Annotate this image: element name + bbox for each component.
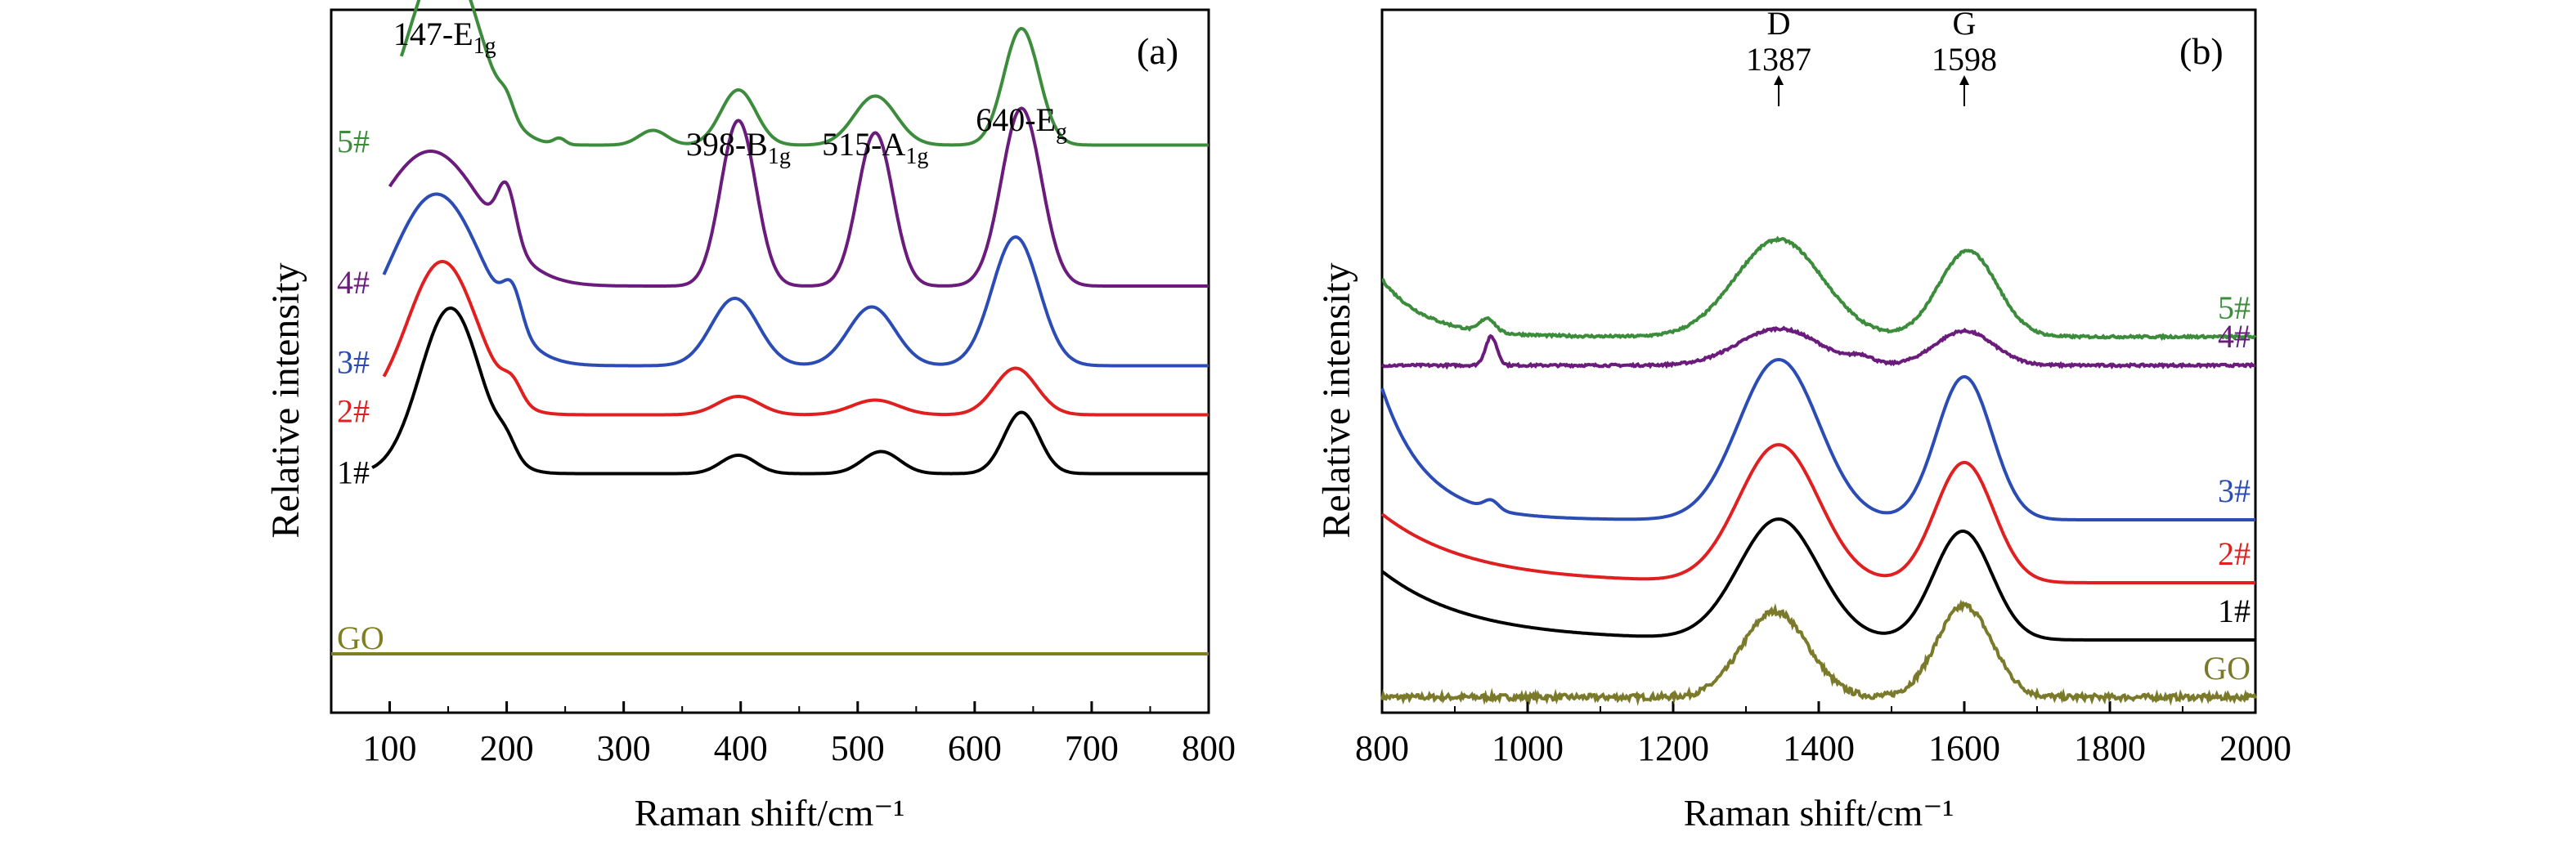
- panel-a-label: (a): [1137, 30, 1178, 72]
- series-line-4#: [388, 106, 1209, 288]
- series-line-5#: [399, 0, 1209, 147]
- series-line-3#: [382, 192, 1209, 368]
- series-line-2#: [1380, 443, 2255, 584]
- series-label: 1#: [2218, 593, 2251, 629]
- series-label: 5#: [2218, 289, 2251, 326]
- x-tick-label: 200: [480, 728, 534, 768]
- peak-annotation: 398-B1g: [686, 126, 791, 169]
- panel-b-y-axis-label: Relative intensity: [1315, 262, 1358, 538]
- series-line-1#: [1380, 517, 2255, 642]
- series-line-GO: [1380, 599, 2257, 707]
- peak-position: 1387: [1746, 41, 1811, 78]
- x-tick-label: 300: [597, 728, 651, 768]
- x-tick-label: 100: [363, 728, 417, 768]
- peak-annotation: 515-A1g: [822, 126, 928, 169]
- panel-b-label: (b): [2179, 30, 2224, 72]
- panel-b-x-axis-label: Raman shift/cm⁻¹: [1684, 792, 1954, 834]
- series-line-4#: [1381, 325, 2256, 370]
- series-line-3#: [1380, 357, 2255, 521]
- peak-letter: G: [1953, 5, 1977, 42]
- x-tick-label: 800: [1182, 728, 1236, 768]
- panel-a-x-axis-label: Raman shift/cm⁻¹: [635, 792, 905, 834]
- peak-annotation: 640-Eg: [976, 101, 1067, 145]
- peak-annotation: 147-E1g: [393, 16, 496, 59]
- series-line-5#: [1381, 235, 2257, 342]
- peak-arrow-head: [1959, 75, 1969, 85]
- panel-b-plot-frame: [1380, 8, 2257, 714]
- peak-position: 1598: [1932, 41, 1997, 78]
- x-tick-label: 500: [831, 728, 885, 768]
- x-tick-label: 700: [1065, 728, 1119, 768]
- series-label: 3#: [337, 344, 370, 381]
- x-tick-label: 1600: [1928, 728, 2000, 768]
- series-label: 1#: [337, 454, 370, 491]
- series-label: 5#: [337, 123, 370, 160]
- series-label: 2#: [337, 393, 370, 430]
- panel-b: (b) Relative intensity Raman shift/cm⁻¹ …: [1315, 5, 2291, 834]
- series-label: GO: [337, 620, 384, 656]
- x-tick-label: 400: [714, 728, 768, 768]
- x-tick-label: 800: [1355, 728, 1409, 768]
- series-line-2#: [382, 260, 1209, 417]
- x-tick-label: 1400: [1783, 728, 1855, 768]
- series-label: 4#: [337, 264, 370, 301]
- peak-arrow-head: [1774, 75, 1784, 85]
- panel-a-plot-frame: [330, 8, 1210, 714]
- series-line-1#: [371, 306, 1209, 476]
- x-tick-label: 2000: [2219, 728, 2291, 768]
- panel-a: (a) Relative intensity Raman shift/cm⁻¹ …: [264, 0, 1236, 834]
- series-label: 3#: [2218, 472, 2251, 509]
- peak-letter: D: [1767, 5, 1791, 42]
- series-label: GO: [2203, 650, 2251, 687]
- series-label: 4#: [2218, 318, 2251, 355]
- series-label: 2#: [2218, 535, 2251, 572]
- x-tick-label: 1800: [2074, 728, 2146, 768]
- x-tick-label: 600: [948, 728, 1002, 768]
- x-tick-label: 1200: [1637, 728, 1709, 768]
- panel-a-y-axis-label: Relative intensity: [264, 262, 307, 538]
- x-tick-label: 1000: [1492, 728, 1564, 768]
